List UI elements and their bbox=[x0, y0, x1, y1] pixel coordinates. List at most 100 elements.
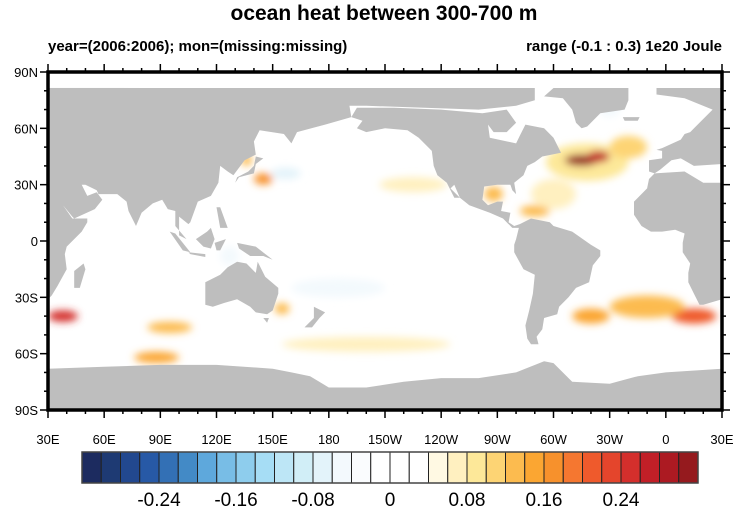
anomaly-patch bbox=[220, 246, 239, 266]
colorbar-box bbox=[620, 451, 641, 484]
colorbar-box bbox=[466, 451, 487, 484]
land-mass bbox=[514, 218, 601, 345]
anomaly-patch bbox=[48, 310, 78, 322]
x-tick-label: 90E bbox=[149, 432, 172, 447]
colorbar-box bbox=[197, 451, 218, 484]
land-mass bbox=[634, 88, 722, 305]
colorbar-box bbox=[351, 451, 372, 484]
no-data-polar-band bbox=[48, 72, 722, 88]
colorbar-box bbox=[562, 451, 583, 484]
colorbar-box bbox=[428, 451, 449, 484]
anomaly-patch bbox=[134, 351, 180, 364]
anomaly-patch bbox=[587, 150, 610, 163]
x-tick-label: 0 bbox=[662, 432, 669, 447]
anomaly-layer bbox=[48, 94, 717, 364]
colorbar-box bbox=[543, 451, 564, 484]
anomaly-patch bbox=[274, 302, 290, 315]
colorbar-box bbox=[447, 451, 468, 484]
land-mass bbox=[544, 88, 629, 129]
left-subtitle: year=(2006:2006); mon=(missing:missing) bbox=[48, 38, 347, 55]
anomaly-patch bbox=[282, 336, 451, 352]
anomaly-patch bbox=[519, 205, 550, 217]
colorbar-box bbox=[254, 451, 275, 484]
y-tick-label: 0 bbox=[31, 234, 38, 249]
x-tick-label: 150W bbox=[368, 432, 403, 447]
colorbar-box bbox=[235, 451, 256, 484]
colorbar-box bbox=[100, 451, 121, 484]
colorbar-box bbox=[659, 451, 680, 484]
x-tick-label: 120E bbox=[201, 432, 232, 447]
colorbar-box bbox=[582, 451, 603, 484]
y-tick-label: 60N bbox=[14, 121, 38, 136]
land-mass bbox=[214, 239, 226, 251]
colorbar-label: -0.08 bbox=[291, 490, 334, 510]
chart-title: ocean heat between 300-700 m bbox=[231, 2, 538, 25]
x-tick-label: 150E bbox=[257, 432, 288, 447]
right-subtitle: range (-0.1 : 0.3) 1e20 Joule bbox=[526, 38, 722, 55]
y-tick-label: 90S bbox=[15, 403, 38, 418]
anomaly-patch bbox=[572, 308, 610, 324]
x-tick-label: 120W bbox=[424, 432, 459, 447]
land-mass bbox=[205, 261, 279, 315]
land-mass bbox=[622, 117, 640, 121]
x-tick-label: 60W bbox=[540, 432, 567, 447]
mediterranean-sea bbox=[654, 158, 722, 183]
land-mass bbox=[48, 88, 535, 110]
y-tick-label: 30S bbox=[15, 290, 38, 305]
land-mass bbox=[263, 318, 269, 323]
colorbar-label: 0.08 bbox=[449, 490, 486, 510]
colorbar-label: 0 bbox=[385, 490, 396, 510]
land-mass bbox=[237, 242, 273, 260]
anomaly-patch bbox=[609, 295, 685, 318]
colorbar-box bbox=[524, 451, 545, 484]
colorbar-box bbox=[293, 451, 314, 484]
anomaly-patch bbox=[270, 167, 301, 180]
colorbar-box bbox=[505, 451, 526, 484]
colorbar-box bbox=[639, 451, 660, 484]
x-tick-label: 180 bbox=[318, 432, 340, 447]
land-mass bbox=[235, 156, 264, 183]
land-mass bbox=[48, 361, 722, 410]
anomaly-patch bbox=[253, 173, 273, 185]
colorbar-label: -0.24 bbox=[137, 490, 181, 510]
land-mass bbox=[195, 227, 215, 249]
x-tick-labels: 30E 60E 90E 120E 150E 180 150W 120W 90W 60W 30W 0 30… bbox=[36, 432, 733, 447]
colorbar-frame bbox=[81, 451, 699, 484]
colorbar-label: -0.16 bbox=[214, 490, 257, 510]
colorbar-label: 0.16 bbox=[526, 490, 563, 510]
colorbar-box bbox=[177, 451, 198, 484]
colorbar-box bbox=[370, 451, 391, 484]
land-mass bbox=[216, 207, 228, 228]
anomaly-patch bbox=[484, 186, 503, 202]
land-mass bbox=[188, 252, 206, 257]
land-mass bbox=[304, 306, 326, 328]
anomaly-patch bbox=[147, 321, 193, 334]
anomaly-patch bbox=[671, 308, 717, 324]
colorbar-box bbox=[312, 451, 333, 484]
colorbar-box bbox=[389, 451, 410, 484]
land-mask-layer bbox=[48, 72, 722, 410]
colorbar-box bbox=[408, 451, 429, 484]
map-plot-area bbox=[48, 72, 722, 410]
anomaly-patch bbox=[379, 177, 447, 193]
land-mass bbox=[351, 107, 561, 228]
colorbar-box bbox=[216, 451, 237, 484]
colorbar bbox=[81, 451, 699, 484]
x-tick-label: 30E bbox=[710, 432, 733, 447]
y-tick-labels: 90N 60N 30N 0 30S 60S 90S bbox=[14, 65, 38, 418]
x-tick-label: 30E bbox=[36, 432, 59, 447]
colorbar-box bbox=[139, 451, 160, 484]
colorbar-box bbox=[331, 451, 352, 484]
colorbar-box bbox=[678, 451, 699, 484]
y-tick-label: 60S bbox=[15, 347, 38, 362]
x-tick-label: 60E bbox=[93, 432, 116, 447]
colorbar-box bbox=[274, 451, 295, 484]
land-mass bbox=[74, 263, 86, 288]
colorbar-box bbox=[485, 451, 506, 484]
anomaly-patch bbox=[609, 135, 648, 159]
anomaly-patch bbox=[291, 278, 386, 298]
colorbar-box bbox=[81, 451, 102, 484]
colorbar-box bbox=[601, 451, 622, 484]
y-tick-label: 30N bbox=[14, 178, 38, 193]
